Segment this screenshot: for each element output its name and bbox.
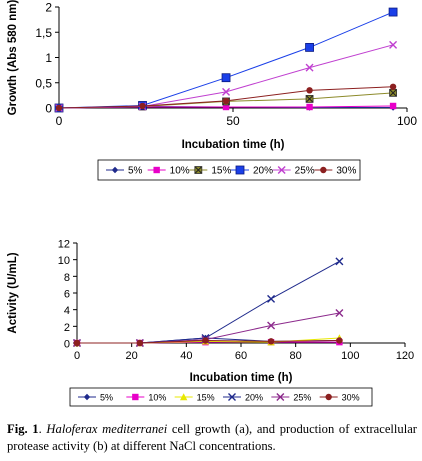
- charta-legend-label: 20%: [253, 166, 273, 177]
- growth-chart: 0 0,5 1 1,5 2 0 50 100 Incubation time (h) Growth…: [7, 0, 417, 181]
- figure-caption: Fig. 1. Haloferax mediterranei cell grow…: [7, 422, 417, 453]
- charta-legend-item: 10%: [147, 166, 190, 177]
- charta-legend-item: 5%: [106, 166, 143, 177]
- chartb-series-line: [77, 260, 340, 344]
- charta-y-tick-label: 0,5: [35, 76, 52, 90]
- chartb-series-5: [73, 337, 343, 347]
- charta-legend-label: 15%: [211, 166, 231, 177]
- chartb-legend-item: 30%: [319, 393, 360, 403]
- charta-y-tick-label: 0: [45, 102, 52, 116]
- chartb-y-tick-label: 10: [58, 255, 70, 267]
- caption-text: cell growth (a), and production of extra…: [7, 422, 417, 453]
- charta-y-axis-label: Growth (Abs 580 nm): [7, 0, 19, 115]
- charta-data-point: [55, 104, 63, 112]
- charta-series-line: [58, 11, 394, 109]
- charta-legend-item: 20%: [231, 166, 273, 177]
- chartb-data-point: [267, 338, 275, 345]
- charta-legend-label: 5%: [128, 166, 143, 177]
- charta-legend-label: 25%: [295, 166, 315, 177]
- charta-x-tick-label: 0: [56, 114, 63, 128]
- chartb-data-point: [267, 321, 276, 330]
- chartb-x-axis-label: Incubation time (h): [190, 372, 293, 384]
- charta-data-point: [306, 103, 313, 111]
- chartb-data-point: [136, 339, 144, 347]
- chartb-y-tick-label: 6: [64, 289, 70, 301]
- caption-species: Haloferax mediterranei: [46, 422, 168, 436]
- chartb-legend-item: 15%: [174, 393, 215, 403]
- chartb-legend: [69, 387, 373, 407]
- chartb-legend-label: 10%: [148, 393, 166, 403]
- chartb-data-point: [202, 337, 209, 344]
- chartb-data-point: [73, 339, 81, 347]
- charta-data-point: [389, 40, 398, 49]
- chartb-x-tick-label: 80: [290, 350, 302, 362]
- charta-y-tick-label: 2: [45, 1, 52, 15]
- charta-legend-item: 25%: [272, 166, 315, 177]
- chartb-y-tick-label: 12: [58, 239, 70, 251]
- charta-data-point: [222, 97, 230, 105]
- chartb-series-3: [73, 257, 344, 347]
- charta-data-point: [389, 83, 397, 90]
- charta-legend-label: 10%: [170, 166, 190, 177]
- chartb-data-point: [335, 257, 344, 266]
- chartb-legend-label: 5%: [100, 393, 113, 403]
- charta-legend-item: 15%: [189, 166, 231, 177]
- charta-x-tick-label: 50: [226, 114, 240, 128]
- chartb-legend-item: 20%: [223, 393, 263, 403]
- charta-legend: [97, 159, 361, 181]
- chartb-legend-label: 15%: [197, 393, 215, 403]
- charta-data-point: [389, 88, 397, 97]
- charta-data-point: [139, 102, 146, 110]
- charta-data-point: [306, 87, 313, 94]
- chartb-legend-label: 30%: [342, 393, 360, 403]
- charta-legend-item: 30%: [314, 166, 356, 177]
- charta-x-tick-label: 100: [397, 114, 417, 128]
- chartb-x-tick-label: 40: [180, 350, 192, 362]
- charta-data-point: [389, 102, 397, 110]
- charta-data-point: [222, 87, 231, 96]
- chartb-x-tick-label: 120: [396, 350, 414, 362]
- chartb-x-tick-label: 20: [126, 350, 138, 362]
- charta-data-point: [305, 63, 314, 72]
- charta-data-point: [221, 73, 231, 83]
- chartb-x-tick-label: 100: [341, 350, 359, 362]
- charta-x-axis-label: Incubation time (h): [182, 139, 285, 151]
- charta-series-5: [55, 83, 397, 112]
- chartb-legend-label: 20%: [245, 393, 263, 403]
- chartb-y-tick-label: 0: [64, 339, 70, 351]
- charta-data-point: [305, 95, 314, 103]
- chartb-y-tick-label: 8: [64, 272, 70, 284]
- charta-data-point: [222, 103, 230, 111]
- chartb-x-tick-label: 0: [74, 350, 80, 362]
- charta-legend-label: 30%: [336, 166, 356, 177]
- chartb-data-point: [335, 309, 344, 317]
- charta-y-tick-label: 1,5: [35, 26, 52, 40]
- chartb-legend-label: 25%: [293, 393, 311, 403]
- chartb-x-tick-label: 60: [235, 350, 247, 362]
- chartb-data-point: [336, 337, 343, 344]
- chartb-y-axis-label: Activity (U/mL): [7, 252, 19, 333]
- charta-data-point: [388, 7, 398, 17]
- chartb-legend-item: 25%: [271, 393, 311, 403]
- chartb-legend-item: 10%: [126, 393, 166, 403]
- chartb-data-point: [267, 294, 276, 303]
- chartb-y-tick-label: 2: [64, 322, 70, 334]
- charta-y-tick-label: 1: [45, 51, 52, 65]
- charta-data-point: [305, 43, 314, 52]
- chartb-y-tick-label: 4: [64, 305, 70, 317]
- chartb-legend-item: 5%: [78, 393, 113, 403]
- caption-label: Fig. 1: [7, 422, 39, 436]
